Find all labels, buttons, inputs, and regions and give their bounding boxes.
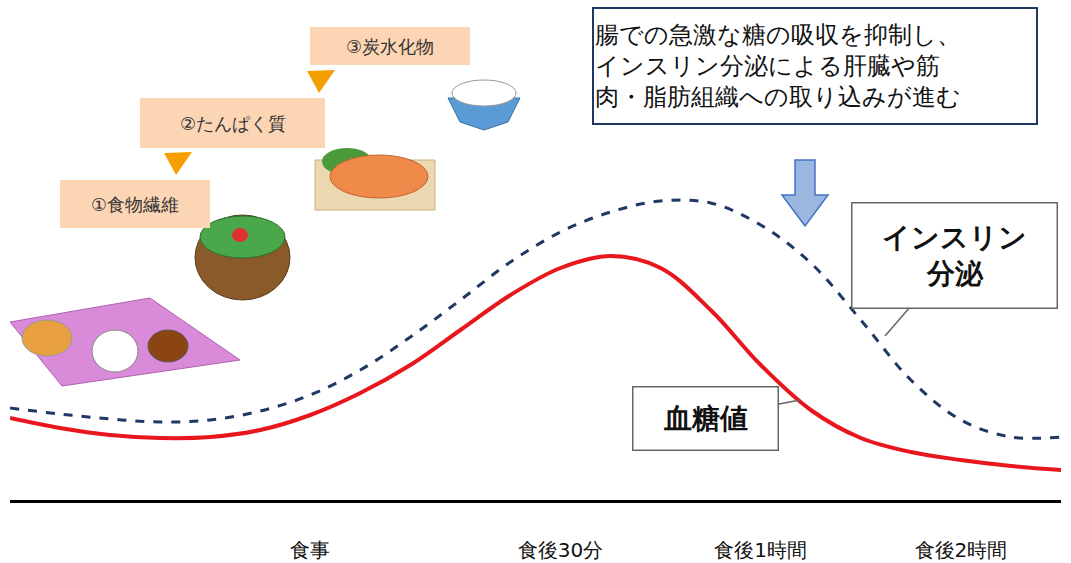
svg-text:②たんぱく質: ②たんぱく質: [180, 113, 286, 134]
svg-text:食事: 食事: [290, 538, 330, 562]
svg-text:食後1時間: 食後1時間: [714, 538, 807, 562]
svg-text:血糖値: 血糖値: [663, 402, 748, 435]
svg-text:①食物繊維: ①食物繊維: [91, 194, 179, 215]
svg-text:インスリン分泌: インスリン分泌: [882, 221, 1027, 290]
svg-text:③炭水化物: ③炭水化物: [346, 36, 434, 57]
svg-text:食後2時間: 食後2時間: [915, 538, 1008, 562]
svg-text:食後30分: 食後30分: [518, 538, 603, 562]
svg-text:腸での急激な糖の吸収を抑制し、インスリン分泌による肝臓や筋肉: 腸での急激な糖の吸収を抑制し、インスリン分泌による肝臓や筋肉・脂肪組織への取り込…: [595, 21, 961, 111]
